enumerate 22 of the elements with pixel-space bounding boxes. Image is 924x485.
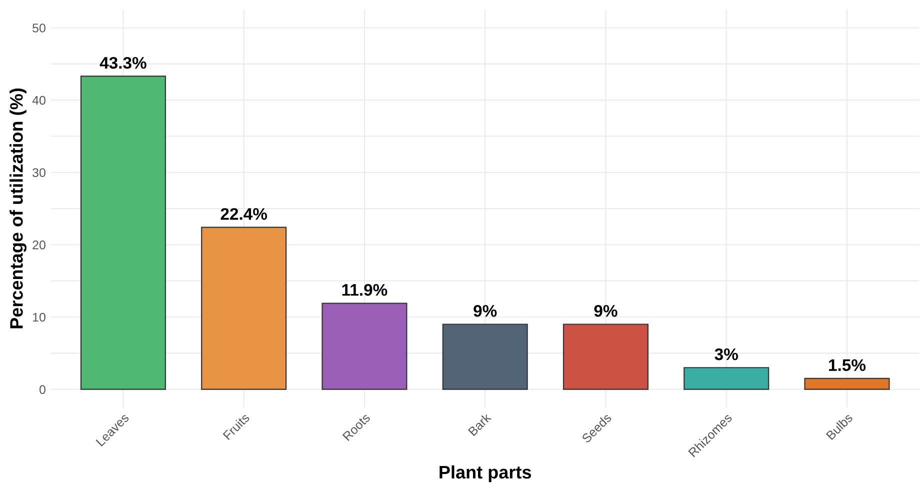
data-label: 11.9% (342, 284, 388, 296)
data-label: 3% (714, 348, 738, 360)
bar (684, 367, 770, 390)
y-tick-label: 10 (33, 312, 46, 322)
y-tick-label: 0 (39, 385, 46, 394)
y-tick-label: 20 (32, 240, 46, 250)
bar (442, 324, 528, 390)
data-label: 9% (594, 304, 618, 317)
bar (322, 302, 408, 390)
data-label: 22.4% (220, 208, 268, 220)
data-label: 1.5% (829, 359, 866, 372)
y-tick-label: 30 (32, 168, 46, 178)
bar (562, 324, 649, 390)
data-label: 9% (474, 304, 497, 317)
bar (80, 76, 166, 390)
data-label: 43.3% (100, 56, 146, 69)
y-tick-label: 50 (32, 24, 46, 32)
x-axis-title: Plant parts (440, 465, 532, 482)
y-tick-label: 40 (32, 96, 46, 105)
y-axis-title: Percentage of utilization (%) (10, 88, 26, 328)
bar (201, 226, 287, 390)
bar (804, 378, 890, 390)
